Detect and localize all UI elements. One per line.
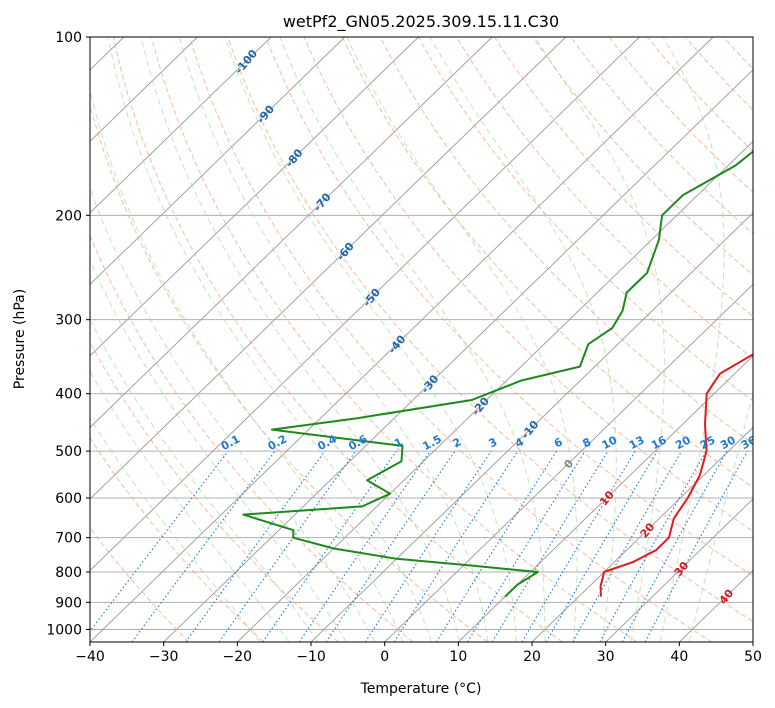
x-tick-label: −20 [223,649,253,665]
mixing-ratio-line [131,450,276,642]
mixing-ratio-label: 10 [600,433,620,452]
grid-layer [90,37,753,642]
axis-layer: −40 −30 −20 −10 0 10 20 30 40 50 100 200 300 400 500 60… [46,30,762,665]
isotherm-line [384,283,753,642]
y-tick-label: 100 [55,30,82,46]
y-tick-label: 400 [55,387,82,403]
dewpoint-line [242,150,753,598]
x-tick-label: −10 [296,649,326,665]
dry-adiabat-line [90,234,414,642]
moist-adiabat-line [224,37,517,642]
mixing-ratio-line [572,450,683,642]
isotherm-line [90,37,272,214]
x-tick-label: 0 [380,649,389,665]
x-tick-label: 50 [744,649,762,665]
mixing-ratio-label: 16 [649,433,669,452]
moist-adiabat-line [179,37,489,642]
plot-frame [89,36,754,643]
moist-adiabat-line [107,37,432,642]
mixing-ratio-line [599,450,707,642]
dry-adiabat-line [227,37,753,622]
isotherm-line [605,498,753,642]
isotherm-line [90,37,640,572]
moist-adiabat-line [346,37,578,642]
isotherm-line [458,355,753,642]
mixing-ratio-line [298,450,431,642]
chart-title: wetPf2_GN05.2025.309.15.11.C30 [283,12,559,32]
mixing-ratio-label: 25 [698,433,718,452]
y-axis-label: Pressure (hPa) [12,289,28,389]
mixing-ratio-line [364,450,492,642]
isotherm-line [531,426,753,642]
dry-adiabat-line [90,527,190,642]
isotherm-line [90,37,493,429]
y-tick-label: 500 [55,444,82,460]
y-tick-label: 900 [55,595,82,611]
mixing-ratio-line [185,450,326,642]
dry-adiabat-line [265,37,753,577]
mixing-ratio-line [325,450,456,642]
moist-adiabat-line [90,416,261,642]
isotherm-line [163,69,753,642]
mixing-ratio-line [467,450,586,642]
moist-adiabat-line [140,37,461,642]
series-layer [242,150,753,598]
x-tick-label: −40 [75,649,105,665]
isotherm-line [90,37,714,642]
dry-adiabat-line [303,37,753,532]
dry-adiabat-line [417,37,753,402]
mixing-ratio-line [621,450,728,642]
moist-adiabat-line [534,37,665,642]
moist-adiabat-line [90,318,319,642]
y-tick-label: 600 [55,491,82,507]
dry-adiabat-line [112,37,563,642]
moist-adiabat-line [90,88,404,642]
dry-adiabat-line [90,437,264,642]
y-tick-label: 700 [55,531,82,547]
dry-adiabat-line [90,102,488,642]
dry-adiabat-line [151,37,638,642]
isotherm-line [90,37,419,357]
x-tick-label: 20 [523,649,541,665]
mixing-ratio-line [644,450,748,642]
y-tick-label: 300 [55,313,82,329]
x-tick-label: 40 [670,649,688,665]
mixing-ratio-label: 36 [739,433,759,452]
x-axis-label: Temperature (°C) [360,681,482,697]
mixing-ratio-line [491,450,609,642]
isotherm-line [90,37,346,286]
mixing-ratio-label: 20 [673,433,693,452]
x-tick-label: 30 [597,649,615,665]
dry-adiabat-line [90,341,339,642]
mixing-ratio-line [218,450,357,642]
mixing-ratio-label: 13 [627,433,647,452]
temperature-line [599,353,753,597]
moist-adiabat-line [279,37,546,642]
moist-adiabat-line [429,37,617,642]
isotherm-line [237,140,753,642]
moist-adiabat-line [90,370,290,642]
mixing-ratio-line [262,450,397,642]
isotherm-line [90,37,198,142]
moist-adiabat-line [90,258,347,642]
y-tick-label: 1000 [46,622,82,638]
x-tick-label: 10 [449,649,467,665]
dry-adiabat-line [189,37,712,642]
isotherm-line [90,37,567,500]
dry-adiabat-line [456,37,753,360]
y-tick-label: 200 [55,208,82,224]
mixing-ratio-label: 30 [718,433,738,452]
moist-adiabat-line [688,391,753,642]
x-tick-label: −30 [149,649,179,665]
y-tick-label: 800 [55,565,82,581]
moist-adiabat-line [659,37,725,642]
